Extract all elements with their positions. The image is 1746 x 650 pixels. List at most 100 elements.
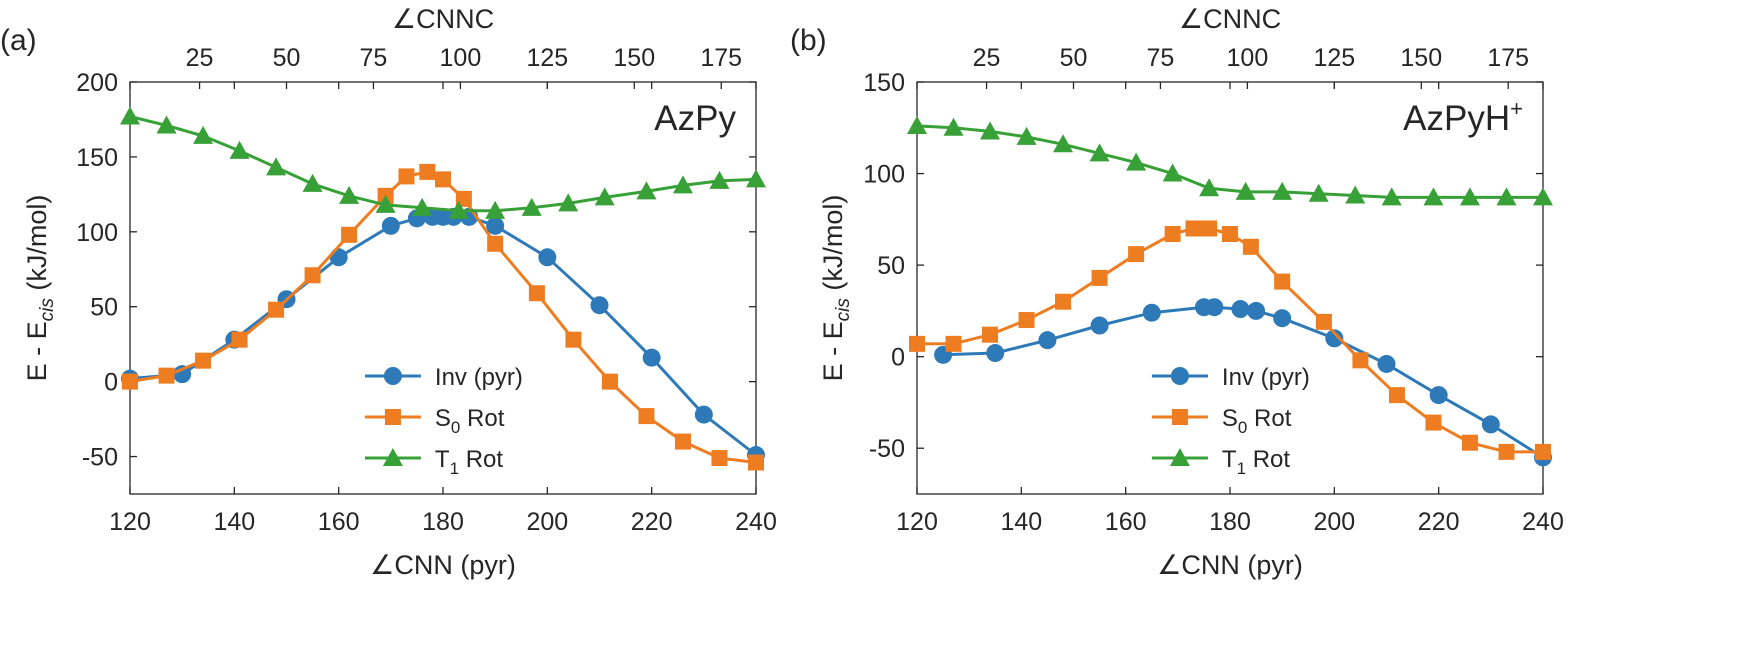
- data-point: [487, 235, 504, 252]
- data-point: [565, 331, 582, 348]
- data-point: [1498, 443, 1515, 460]
- data-point: [398, 168, 415, 185]
- data-point: [538, 248, 557, 267]
- legend-marker: [1169, 448, 1190, 466]
- data-point: [266, 157, 287, 176]
- data-point: [943, 117, 964, 136]
- y-tick-label: -50: [82, 444, 118, 472]
- legend-label-tail: Rot: [1246, 446, 1290, 473]
- data-point: [1091, 269, 1108, 286]
- data-point: [1222, 225, 1238, 242]
- y-axis-label: E - Ecis (kJ/mol): [818, 195, 854, 382]
- legend-label-subscript: 1: [1237, 459, 1246, 478]
- data-point: [1162, 163, 1183, 182]
- y-axis-label-unit: (kJ/mol): [818, 195, 848, 291]
- y-tick-label: 100: [76, 219, 118, 247]
- data-point: [375, 194, 396, 213]
- x-tick-label: 240: [735, 508, 777, 536]
- legend-marker: [383, 367, 402, 385]
- x2-tick-label: 175: [1487, 44, 1529, 72]
- data-point: [412, 197, 433, 216]
- data-point: [120, 106, 140, 125]
- data-point: [746, 169, 766, 188]
- data-point: [945, 335, 962, 352]
- series-triangle: [907, 115, 1553, 206]
- data-point: [1016, 126, 1037, 145]
- data-point: [558, 193, 579, 212]
- data-point: [419, 163, 436, 180]
- data-point: [1388, 387, 1405, 404]
- data-point: [1247, 301, 1266, 320]
- data-point: [1055, 293, 1072, 310]
- data-point: [590, 296, 609, 315]
- data-point: [1018, 312, 1035, 329]
- data-point: [638, 408, 655, 425]
- series-triangle: [120, 106, 766, 219]
- chart-title: AzPyH+: [1403, 96, 1523, 138]
- y-axis-label-unit: (kJ/mol): [22, 195, 52, 291]
- data-point: [1272, 181, 1293, 200]
- x2-axis-label: ∠CNNC: [392, 4, 494, 34]
- x-tick-label: 180: [422, 508, 464, 536]
- y-tick-label: 150: [76, 144, 118, 172]
- y-tick-label: 100: [863, 161, 905, 189]
- data-point: [1459, 187, 1480, 206]
- x-tick-label: 180: [1209, 508, 1251, 536]
- y-tick-label: 200: [76, 69, 118, 97]
- legend-label: Inv (pyr): [1222, 364, 1310, 391]
- y-axis-label-main: E - E: [22, 321, 52, 381]
- x2-tick-label: 100: [1227, 44, 1269, 72]
- data-point: [268, 301, 285, 318]
- legend-label-main: T: [1222, 446, 1237, 473]
- data-point: [1273, 309, 1292, 328]
- data-point: [448, 200, 469, 219]
- data-point: [1089, 143, 1110, 162]
- data-point: [229, 140, 250, 159]
- legend-marker: [382, 448, 403, 466]
- data-point: [231, 331, 248, 348]
- x-tick-label: 160: [1105, 508, 1147, 536]
- legend-marker: [384, 409, 401, 425]
- data-point: [1090, 316, 1109, 335]
- y-tick-label: 150: [863, 69, 905, 97]
- x-tick-label: 160: [318, 508, 360, 536]
- series-square: [122, 163, 764, 471]
- y-axis-label: E - Ecis (kJ/mol): [22, 195, 58, 382]
- data-point: [486, 216, 505, 235]
- data-point: [1235, 181, 1256, 200]
- data-point: [1201, 220, 1218, 237]
- data-point: [980, 121, 1001, 140]
- data-point: [156, 115, 177, 134]
- data-point: [1496, 187, 1517, 206]
- x-tick-label: 120: [896, 508, 938, 536]
- series-line: [916, 124, 1543, 199]
- series-line: [129, 115, 757, 213]
- y-tick-label: 50: [877, 252, 905, 280]
- data-point: [1308, 183, 1329, 202]
- legend-label: T1 Rot: [435, 446, 503, 478]
- data-point: [528, 285, 545, 302]
- chart-title-main: AzPyH: [1403, 99, 1510, 138]
- legend-marker: [1170, 367, 1189, 385]
- data-point: [1315, 313, 1332, 330]
- data-point: [1423, 187, 1444, 206]
- data-point: [329, 248, 348, 267]
- data-point: [455, 190, 472, 207]
- x2-tick-label: 25: [186, 44, 214, 72]
- data-point: [435, 171, 451, 188]
- x-axis-label: ∠CNN (pyr): [370, 550, 516, 580]
- data-point: [381, 216, 400, 235]
- data-point: [195, 352, 212, 369]
- y-axis-label-main: E - E: [818, 321, 848, 381]
- data-point: [122, 373, 138, 390]
- data-point: [1461, 434, 1478, 451]
- x2-tick-label: 50: [1060, 44, 1088, 72]
- legend-label-subscript: 0: [1238, 418, 1247, 437]
- legend-label-tail: Rot: [1247, 405, 1291, 432]
- data-point: [193, 125, 214, 144]
- data-point: [1352, 352, 1369, 369]
- data-point: [1038, 331, 1057, 350]
- legend-label: Inv (pyr): [435, 364, 523, 391]
